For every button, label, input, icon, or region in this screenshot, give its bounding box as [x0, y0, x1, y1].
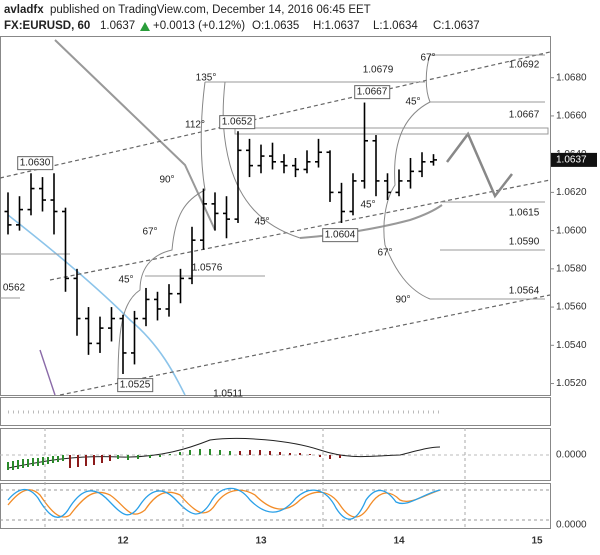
- annotation: 1.0630: [20, 158, 51, 169]
- open: O:1.0635: [252, 20, 299, 32]
- indicators: [0, 410, 550, 528]
- annotation: 45°: [360, 200, 375, 211]
- annotation: 45°: [254, 217, 269, 228]
- last-price-badge: [551, 152, 597, 167]
- macd-zero-label: 0.0000: [556, 450, 587, 461]
- annotation: 67°: [142, 227, 157, 238]
- stoch-zero-label: 0.0000: [556, 520, 587, 531]
- annotation: 1.0692: [509, 60, 540, 71]
- last-price-label: 1.0637: [556, 155, 587, 166]
- annotation: 1.0564: [509, 286, 540, 297]
- y-tick-label: 1.0680: [556, 72, 587, 83]
- annotation: 112°: [185, 120, 205, 131]
- y-tick-label: 1.0580: [556, 263, 587, 274]
- annotation-box: [219, 115, 256, 130]
- annotation: 1.0679: [363, 65, 394, 76]
- author: avladfx: [4, 4, 44, 16]
- y-tick-label: 1.0660: [556, 111, 587, 122]
- annotation: 1.0667: [357, 87, 388, 98]
- annotation: 1.0590: [509, 237, 540, 248]
- high: H:1.0637: [313, 20, 360, 32]
- last-price: 1.0637: [100, 20, 135, 32]
- x-tick-label: 13: [255, 536, 267, 547]
- close: C:1.0637: [433, 20, 480, 32]
- frames: [0, 36, 551, 529]
- annotation: 1.0576: [192, 263, 223, 274]
- annotation: 90°: [395, 295, 410, 306]
- annotation: 0562: [3, 283, 26, 294]
- low: L:1.0634: [373, 20, 418, 32]
- annotation: 1.0652: [222, 117, 253, 128]
- x-tick-label: 12: [117, 536, 129, 547]
- annotation: 1.0667: [509, 110, 540, 121]
- annotation-box: [117, 378, 154, 393]
- annotation: 45°: [118, 275, 133, 286]
- annotation: 1.0615: [509, 208, 540, 219]
- y-tick-label: 1.0600: [556, 225, 587, 236]
- annotation: 90°: [159, 175, 174, 186]
- annotation: 45°: [405, 97, 420, 108]
- up-arrow: [140, 22, 150, 31]
- x-tick-label: 14: [393, 536, 405, 547]
- change: +0.0013 (+0.12%): [153, 20, 245, 32]
- symbol: FX:EURUSD, 60: [4, 20, 90, 32]
- published: published on TradingView.com, December 1…: [50, 4, 371, 16]
- annotation-box: [17, 156, 54, 171]
- x-tick-label: 15: [531, 536, 543, 547]
- y-tick-label: 1.0560: [556, 302, 587, 313]
- drawings: [0, 39, 551, 396]
- annotation-box: [354, 85, 391, 100]
- annotation-box: [322, 228, 359, 243]
- annotation: 135°: [196, 73, 217, 84]
- y-tick-label: 1.0520: [556, 378, 587, 389]
- annotation: 1.0525: [120, 380, 151, 391]
- annotation: 1.0511: [213, 389, 243, 400]
- annotation: 67°: [420, 53, 435, 64]
- annotation: 1.0604: [325, 230, 356, 241]
- annotation: 67°: [377, 248, 392, 259]
- y-tick-label: 1.0620: [556, 187, 587, 198]
- y-tick-label: 1.0540: [556, 340, 587, 351]
